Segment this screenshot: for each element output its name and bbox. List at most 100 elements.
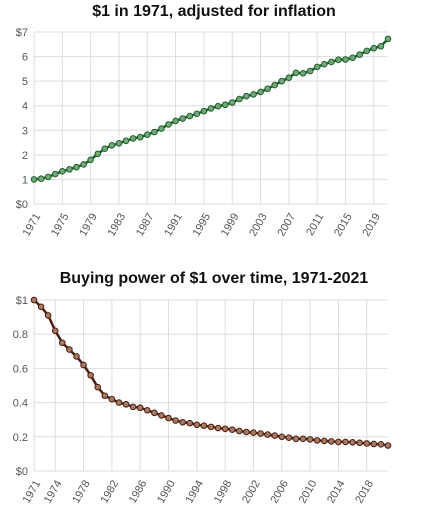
buying-power-data-point[interactable] — [243, 428, 250, 436]
buying-power-data-point[interactable] — [136, 404, 144, 412]
inflation-data-point[interactable] — [80, 161, 87, 168]
buying-power-data-point[interactable] — [292, 435, 300, 443]
buying-power-data-point[interactable] — [349, 438, 356, 446]
buying-power-data-point[interactable] — [228, 426, 236, 433]
buying-power-data-point[interactable] — [363, 440, 371, 447]
inflation-data-point[interactable] — [257, 88, 264, 96]
buying-power-data-point[interactable] — [115, 399, 123, 406]
inflation-data-point[interactable] — [292, 69, 300, 77]
buying-power-data-point[interactable] — [66, 346, 73, 353]
inflation-data-point[interactable] — [306, 67, 314, 75]
buying-power-data-point[interactable] — [143, 406, 151, 414]
buying-power-data-point[interactable] — [271, 432, 279, 439]
inflation-data-point[interactable] — [313, 63, 321, 71]
inflation-data-point[interactable] — [264, 85, 271, 93]
inflation-data-point[interactable] — [179, 115, 186, 122]
inflation-data-point[interactable] — [349, 54, 356, 62]
buying-power-data-point[interactable] — [172, 417, 179, 424]
buying-power-data-point[interactable] — [257, 430, 264, 437]
inflation-data-point[interactable] — [236, 95, 243, 103]
inflation-data-point[interactable] — [143, 131, 151, 139]
inflation-data-point[interactable] — [30, 176, 38, 183]
inflation-data-point[interactable] — [221, 101, 229, 109]
buying-power-data-point[interactable] — [342, 438, 349, 446]
inflation-data-point[interactable] — [285, 74, 293, 82]
inflation-data-point[interactable] — [250, 91, 257, 98]
inflation-data-point[interactable] — [37, 175, 45, 182]
inflation-data-point[interactable] — [136, 133, 144, 141]
inflation-data-point[interactable] — [335, 56, 342, 64]
buying-power-data-point[interactable] — [94, 383, 102, 391]
buying-power-data-point[interactable] — [313, 437, 321, 444]
inflation-data-point[interactable] — [370, 44, 378, 52]
buying-power-data-point[interactable] — [200, 422, 208, 429]
buying-power-data-point[interactable] — [108, 395, 116, 403]
inflation-data-point[interactable] — [278, 77, 286, 85]
inflation-data-point[interactable] — [172, 117, 179, 125]
buying-power-data-point[interactable] — [51, 327, 59, 335]
buying-power-data-point[interactable] — [278, 433, 286, 441]
inflation-data-point[interactable] — [328, 58, 335, 66]
buying-power-data-point[interactable] — [285, 434, 293, 441]
inflation-data-point[interactable] — [73, 163, 80, 171]
inflation-data-point[interactable] — [44, 173, 52, 181]
inflation-data-point[interactable] — [158, 125, 165, 132]
inflation-data-point[interactable] — [320, 60, 328, 68]
inflation-data-point[interactable] — [115, 140, 123, 147]
inflation-data-point[interactable] — [87, 156, 94, 164]
inflation-data-point[interactable] — [51, 170, 59, 178]
buying-power-data-point[interactable] — [221, 425, 229, 433]
buying-power-data-point[interactable] — [186, 419, 194, 427]
buying-power-data-point[interactable] — [37, 303, 45, 311]
inflation-data-point[interactable] — [384, 35, 392, 43]
buying-power-data-point[interactable] — [264, 431, 271, 438]
inflation-data-point[interactable] — [271, 81, 279, 89]
inflation-data-point[interactable] — [101, 145, 109, 153]
buying-power-data-point[interactable] — [101, 392, 109, 400]
buying-power-data-point[interactable] — [129, 403, 137, 411]
buying-power-data-point[interactable] — [320, 437, 328, 445]
buying-power-data-point[interactable] — [165, 414, 172, 422]
buying-power-data-point[interactable] — [250, 429, 257, 436]
buying-power-data-point[interactable] — [377, 441, 385, 448]
inflation-data-point[interactable] — [66, 166, 73, 173]
inflation-data-point[interactable] — [108, 141, 116, 149]
buying-power-data-point[interactable] — [59, 339, 66, 347]
buying-power-data-point[interactable] — [328, 438, 335, 445]
inflation-data-point[interactable] — [94, 150, 102, 158]
inflation-data-point[interactable] — [165, 121, 172, 128]
inflation-data-point[interactable] — [299, 69, 307, 77]
buying-power-data-point[interactable] — [306, 436, 314, 443]
inflation-data-point[interactable] — [356, 51, 363, 58]
buying-power-data-point[interactable] — [87, 371, 94, 379]
buying-power-data-point[interactable] — [80, 361, 87, 369]
inflation-data-point[interactable] — [363, 47, 371, 55]
buying-power-data-point[interactable] — [299, 435, 307, 443]
inflation-data-point[interactable] — [243, 92, 250, 100]
inflation-data-point[interactable] — [228, 99, 236, 106]
buying-power-data-point[interactable] — [179, 418, 186, 426]
buying-power-data-point[interactable] — [236, 427, 243, 435]
inflation-data-point[interactable] — [200, 107, 208, 115]
buying-power-data-point[interactable] — [356, 439, 363, 447]
buying-power-data-point[interactable] — [158, 412, 165, 419]
buying-power-data-point[interactable] — [214, 424, 222, 432]
inflation-data-point[interactable] — [377, 42, 385, 50]
buying-power-data-point[interactable] — [193, 421, 201, 429]
inflation-data-point[interactable] — [342, 56, 349, 63]
inflation-data-point[interactable] — [207, 105, 215, 112]
inflation-data-point[interactable] — [129, 135, 137, 142]
inflation-data-point[interactable] — [193, 110, 201, 118]
inflation-data-point[interactable] — [151, 128, 158, 136]
buying-power-data-point[interactable] — [370, 440, 378, 448]
inflation-data-point[interactable] — [59, 168, 66, 175]
buying-power-data-point[interactable] — [30, 296, 38, 304]
inflation-data-point[interactable] — [122, 137, 130, 145]
buying-power-data-point[interactable] — [73, 353, 80, 360]
buying-power-data-point[interactable] — [335, 438, 342, 446]
buying-power-data-point[interactable] — [151, 409, 158, 417]
buying-power-data-point[interactable] — [44, 312, 52, 319]
buying-power-data-point[interactable] — [384, 442, 392, 449]
inflation-data-point[interactable] — [214, 102, 222, 110]
inflation-data-point[interactable] — [186, 112, 194, 120]
